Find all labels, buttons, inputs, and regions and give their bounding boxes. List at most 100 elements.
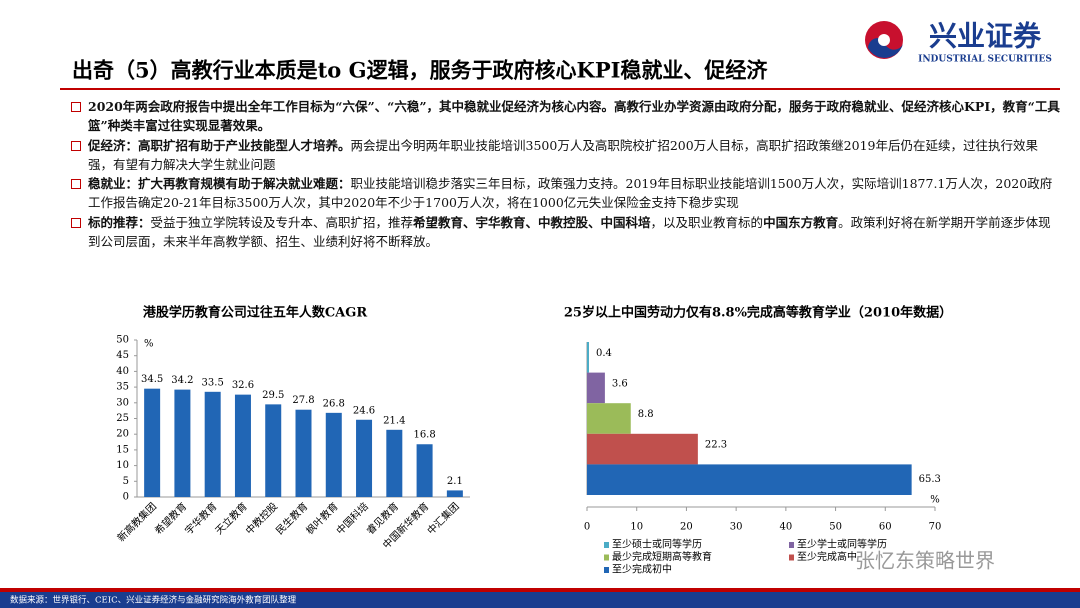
y-tick-label: 35 [116, 382, 129, 393]
bar [587, 372, 605, 404]
x-tick-label: 宇华教育 [182, 500, 219, 537]
title-rule [60, 88, 1060, 90]
bullet-text: 2020年两会政府报告中提出全年工作目标为“六保”、“六稳”，其中稳就业促经济为… [88, 99, 1060, 134]
data-label: 32.6 [232, 380, 254, 391]
data-label: 29.5 [262, 390, 284, 401]
slide-title: 出奇（5）高教行业本质是to G逻辑，服务于政府核心KPI稳就业、促经济 [72, 58, 768, 83]
x-tick-label: 天立教育 [212, 500, 249, 537]
data-label: 22.3 [705, 440, 727, 451]
unit-label: % [930, 495, 940, 506]
bullet-text: 促经济：高职扩招有助于产业技能型人才培养。 [88, 137, 351, 153]
bar [144, 388, 161, 497]
chart-title: 25岁以上中国劳动力仅有8.8%完成高等教育学业（2010年数据） [564, 305, 952, 321]
y-tick-label: 30 [116, 397, 129, 408]
y-tick-label: 10 [116, 460, 129, 471]
bullet-list: 2020年两会政府报告中提出全年工作目标为“六保”、“六稳”，其中稳就业促经济为… [70, 97, 1060, 251]
bar [587, 433, 698, 465]
logo-mark [865, 21, 903, 59]
bar [416, 444, 433, 497]
bar [204, 391, 221, 497]
bullet: 稳就业：扩大再教育规模有助于解决就业难题：职业技能培训稳步落实三年目标，政策强力… [70, 174, 1060, 213]
footer-source: 数据来源：世界银行、CEIC、兴业证券经济与金融研究院海外教育团队整理 [10, 595, 297, 606]
bar [356, 419, 373, 497]
bar [587, 342, 589, 373]
data-label: 26.8 [323, 398, 345, 409]
bar [587, 403, 631, 434]
chart-title: 港股学历教育公司过往五年人数CAGR [143, 305, 368, 321]
legend-swatch [604, 567, 609, 573]
x-tick-label: 20 [680, 522, 693, 533]
legend-label: 最少完成短期高等教育 [612, 550, 712, 563]
bullet-text: 中国东方教育 [763, 214, 839, 230]
bullet: 2020年两会政府报告中提出全年工作目标为“六保”、“六稳”，其中稳就业促经济为… [70, 97, 1060, 136]
x-tick-label: 新高教集团 [114, 500, 159, 545]
data-label: 2.1 [447, 476, 463, 487]
bar [587, 464, 912, 495]
x-tick-label: 10 [630, 522, 643, 533]
x-tick-label: 中国科培 [333, 500, 370, 537]
x-tick-label: 希望教育 [152, 500, 189, 537]
bar [265, 404, 282, 497]
bullet-text: 两会提出今明两年职业技能培训3500万人及高职院校扩招200万人目标，高职扩招政… [88, 137, 1038, 172]
x-tick-label: 0 [584, 522, 590, 533]
x-tick-label: 民生教育 [273, 500, 310, 537]
bullet-text: 受益于独立学院转设及专升本、高职扩招，推荐 [150, 214, 414, 230]
data-label: 24.6 [353, 405, 375, 416]
y-tick-label: 25 [116, 413, 129, 424]
bullet-text: ，以及职业教育标的 [650, 214, 764, 230]
unit-label: % [144, 339, 154, 350]
bullet-text: 标的推荐： [88, 214, 151, 230]
bar [174, 389, 191, 497]
y-tick-label: 50 [116, 335, 129, 346]
data-label: 3.6 [612, 378, 628, 389]
bullet: 促经济：高职扩招有助于产业技能型人才培养。两会提出今明两年职业技能培训3500万… [70, 136, 1060, 175]
data-label: 21.4 [383, 415, 405, 426]
bar [234, 394, 251, 497]
bar [446, 490, 463, 497]
legend-label: 至少完成初中 [612, 563, 672, 576]
legend-swatch [604, 554, 609, 561]
data-label: 0.4 [596, 348, 612, 359]
watermark: 张忆东策略世界 [855, 549, 995, 573]
data-label: 33.5 [202, 377, 224, 388]
legend-label: 至少硕士或同等学历 [612, 538, 702, 551]
x-tick-label: 中教控股 [243, 500, 280, 537]
footer-band [0, 592, 1080, 608]
legend-swatch [604, 542, 609, 548]
x-tick-label: 70 [929, 522, 942, 533]
bullet-text: 职业技能培训稳步落实三年目标，政策强力支持。2019年目标职业技能培训1500万… [88, 176, 1053, 211]
data-label: 27.8 [292, 395, 314, 406]
y-tick-label: 0 [123, 492, 129, 503]
data-label: 34.2 [171, 375, 193, 386]
x-tick-label: 中汇集团 [424, 500, 461, 537]
x-tick-label: 60 [879, 522, 892, 533]
y-tick-label: 20 [116, 429, 129, 440]
data-label: 8.8 [638, 409, 654, 420]
logo-en: INDUSTRIAL SECURITIES [918, 55, 1052, 65]
bar [295, 409, 312, 497]
legend-swatch [789, 554, 794, 561]
legend-swatch [789, 542, 794, 548]
x-tick-label: 30 [730, 522, 743, 533]
bullet-text: 希望教育、宇华教育、中教控股、中国科培 [413, 214, 651, 230]
x-tick-label: 枫叶教育 [303, 500, 340, 537]
y-tick-label: 40 [116, 366, 129, 377]
legend-label: 至少完成高中 [797, 550, 857, 563]
bar [325, 412, 342, 497]
data-label: 65.3 [919, 474, 941, 485]
y-tick-label: 5 [123, 476, 129, 487]
x-tick-label: 50 [829, 522, 842, 533]
bullet-text: 稳就业：扩大再教育规模有助于解决就业难题： [88, 176, 351, 192]
bullet-text: 。政策利好将在新学期开学前逐步体现到公司层面，未来半年高教学额、招生、业绩利好将… [88, 214, 1051, 250]
bullet: 标的推荐：受益于独立学院转设及专升本、高职扩招，推荐希望教育、宇华教育、中教控股… [70, 213, 1060, 252]
legend-label: 至少学士或同等学历 [797, 538, 887, 551]
data-label: 34.5 [141, 374, 163, 385]
x-tick-label: 40 [779, 522, 792, 533]
footer-stripe [0, 588, 1080, 592]
logo-cn: 兴业证券 [929, 20, 1042, 53]
y-tick-label: 15 [116, 444, 129, 455]
data-label: 16.8 [413, 430, 435, 441]
y-tick-label: 45 [116, 350, 129, 361]
